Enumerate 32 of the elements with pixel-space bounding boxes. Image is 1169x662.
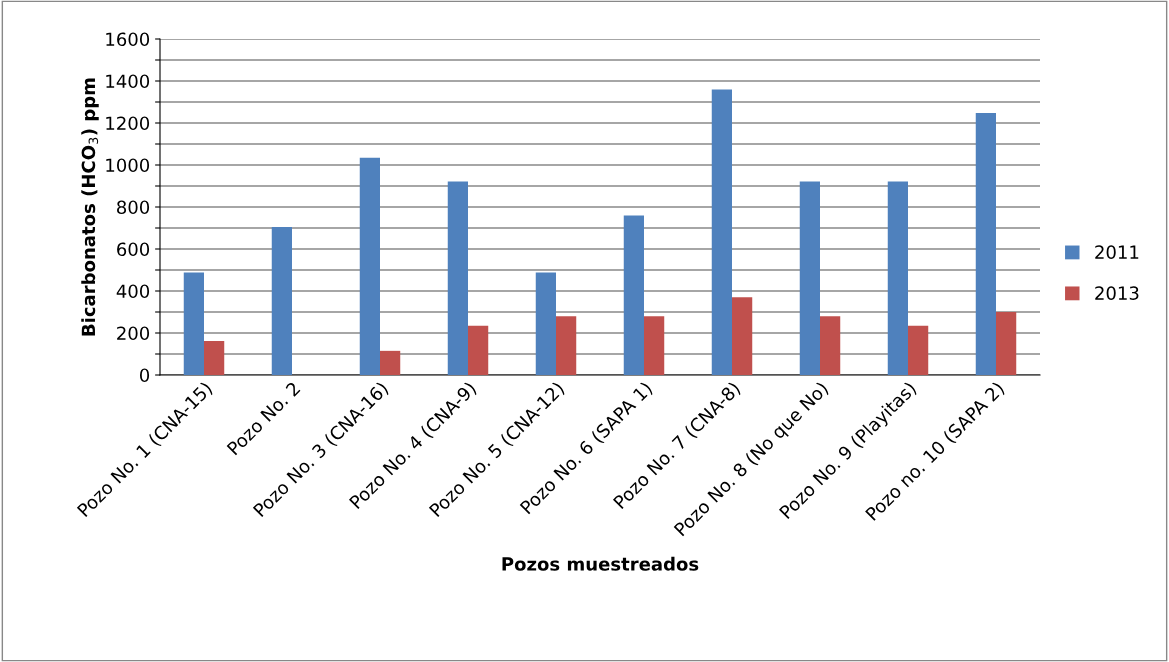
bar [204,340,225,375]
x-axis-title: Pozos muestreados [502,556,699,571]
bar [447,181,468,375]
bar [359,157,380,375]
y-tick-label: 400 [116,284,150,299]
bar [183,272,204,375]
bar [644,316,665,375]
y-tick-label: 1000 [106,158,150,173]
y-tick-label: 0 [139,368,150,383]
bar [623,215,644,375]
bar [271,226,292,375]
y-tick-label: 1600 [106,32,150,47]
bar [820,316,841,375]
bar [975,112,996,375]
y-tick-label: 1400 [106,74,150,89]
y-axis-title: Bicarbonatos (HCO$_{3}$) ppm [81,78,99,336]
legend-label: 2011 [1095,245,1139,259]
bar [711,89,732,375]
y-tick-label: 200 [117,326,150,341]
bar [535,272,556,375]
bar [996,312,1017,375]
bar [799,181,820,375]
bar [732,297,753,375]
y-tick-label: 800 [117,200,150,215]
bar [380,350,401,375]
y-tick-label: 1200 [106,116,150,131]
legend-label: 2013 [1095,286,1139,300]
bar [908,325,929,375]
bar [556,316,577,375]
bar [468,325,489,375]
y-tick-label: 600 [117,242,150,257]
bar [887,181,908,375]
